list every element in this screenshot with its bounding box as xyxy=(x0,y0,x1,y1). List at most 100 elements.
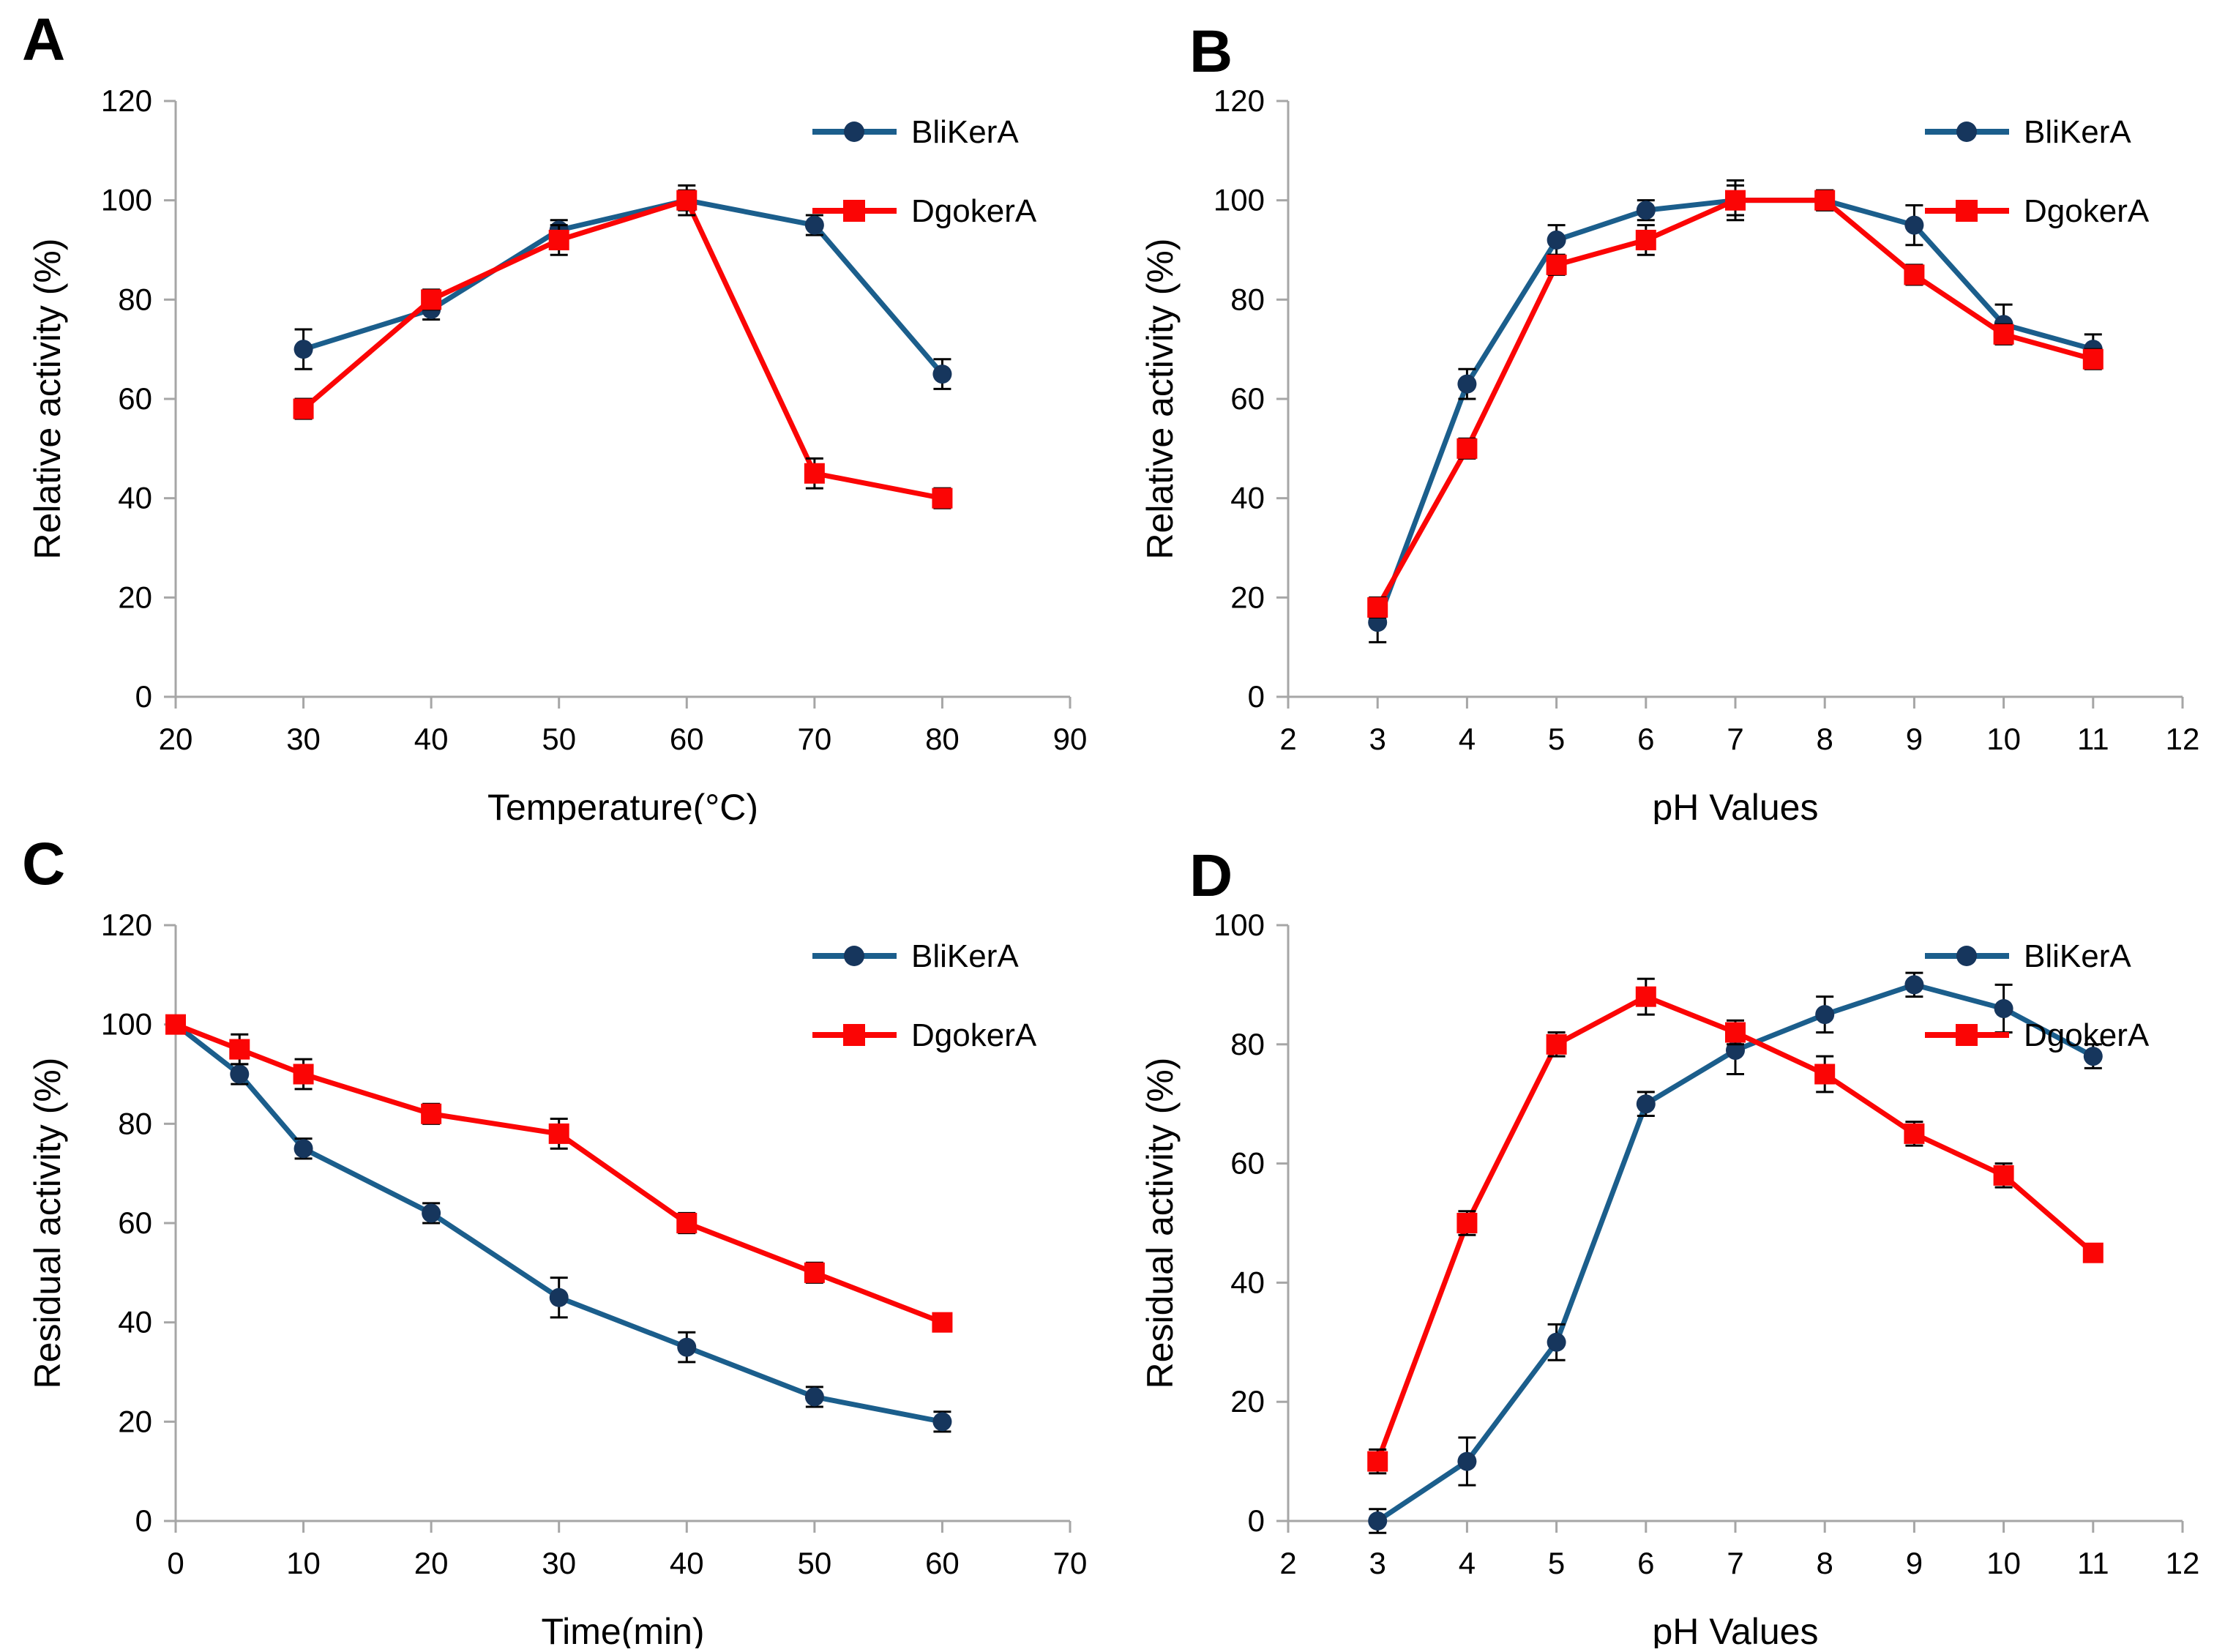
y-tick-label: 60 xyxy=(118,381,152,416)
x-tick-label: 12 xyxy=(2166,722,2200,756)
x-tick-label: 10 xyxy=(1986,1546,2021,1580)
data-point-square xyxy=(1635,986,1656,1007)
data-point-square xyxy=(421,289,442,310)
x-tick-label: 10 xyxy=(286,1546,321,1580)
data-point-circle xyxy=(230,1064,250,1084)
y-tick-label: 60 xyxy=(1230,381,1265,416)
y-tick-label: 40 xyxy=(118,1305,152,1339)
series-line xyxy=(302,198,943,501)
data-point-square xyxy=(804,463,825,484)
y-tick-label: 20 xyxy=(118,580,152,614)
panel-letter-d: D xyxy=(1189,842,1233,909)
x-tick-label: 60 xyxy=(925,1546,960,1580)
chart-c-thermostability: 0 20 40 60 80 100 120 0 10 20 30 40 50 60 70 Time(min) R… xyxy=(27,908,1088,1652)
data-point-square xyxy=(676,1213,698,1233)
data-point-square xyxy=(165,1014,186,1035)
legend-item-dgokera: DgokerA xyxy=(1925,193,2150,229)
y-tick-label: 20 xyxy=(1230,1384,1265,1419)
x-tick-label: 6 xyxy=(1637,1546,1654,1580)
panel-b: B 0 20 40 60 80 100 120 2 3 4 5 6 7 8 9 10 11 12 pH Values… xyxy=(1112,0,2225,829)
x-tick-label: 9 xyxy=(1906,1546,1923,1580)
x-tick-label: 11 xyxy=(2077,1546,2109,1580)
legend-label: BliKerA xyxy=(2024,114,2131,150)
x-tick-label: 7 xyxy=(1727,722,1743,756)
data-point-square xyxy=(2082,1242,2104,1263)
data-point-circle xyxy=(1457,1451,1477,1471)
chart-b-ph-activity: 0 20 40 60 80 100 120 2 3 4 5 6 7 8 9 10 11 12 pH Values Re… xyxy=(1140,83,2200,828)
legend-label: DgokerA xyxy=(2024,1017,2150,1053)
x-axis-title: Time(min) xyxy=(541,1611,704,1648)
y-axis-title: Relative activity (%) xyxy=(1140,239,1181,560)
panel-letter-a: A xyxy=(22,7,66,73)
x-tick-label: 40 xyxy=(670,1546,704,1580)
series-dgokera xyxy=(165,1014,953,1333)
data-point-circle xyxy=(932,365,952,384)
x-tick-label: 10 xyxy=(1986,722,2021,756)
data-point-square xyxy=(1367,1451,1388,1472)
panel-a: A 0 20 40 60 80 100 120 20 30 40 50 60 70 80 90 Tempera… xyxy=(0,0,1112,829)
data-point-square xyxy=(1814,190,1836,211)
y-tick-label: 0 xyxy=(135,1503,152,1538)
chart-d-ph-stability: 0 20 40 60 80 100 2 3 4 5 6 7 8 9 10 11 12 pH Values Resid… xyxy=(1140,908,2199,1652)
legend-item-blikera: BliKerA xyxy=(1925,114,2131,150)
legend: BliKerA DgokerA xyxy=(1925,114,2150,229)
data-point-circle xyxy=(804,215,824,235)
y-tick-label: 40 xyxy=(118,481,152,515)
legend-marker-square xyxy=(843,1024,865,1046)
y-tick-label: 60 xyxy=(1230,1146,1265,1181)
series-line xyxy=(173,1022,943,1424)
data-point-circle xyxy=(1636,201,1656,220)
data-point-square xyxy=(1904,264,1925,285)
x-tick-label: 30 xyxy=(542,1546,576,1580)
data-point-circle xyxy=(1726,1040,1745,1060)
x-tick-label: 8 xyxy=(1817,722,1833,756)
legend-marker-circle xyxy=(844,946,864,966)
data-point-circle xyxy=(422,1203,441,1223)
data-point-circle xyxy=(1994,998,2013,1018)
data-point-square xyxy=(676,190,698,211)
y-tick-label: 40 xyxy=(1230,1265,1265,1299)
data-point-square xyxy=(932,487,953,509)
y-tick-label: 120 xyxy=(101,908,152,942)
data-point-square xyxy=(1546,254,1567,275)
panel-c: C 0 20 40 60 80 100 120 0 10 20 30 40 50 60 70 Time(min… xyxy=(0,824,1112,1652)
x-tick-label: 30 xyxy=(286,722,321,756)
data-point-circle xyxy=(1904,975,1924,995)
x-tick-label: 11 xyxy=(2077,722,2109,756)
y-tick-label: 80 xyxy=(1230,282,1265,316)
y-tick-label: 0 xyxy=(1248,1503,1265,1538)
series-line xyxy=(302,198,945,376)
data-point-square xyxy=(2082,348,2104,370)
data-point-circle xyxy=(677,1337,697,1357)
legend-item-blikera: BliKerA xyxy=(1925,938,2131,974)
x-tick-label: 5 xyxy=(1548,722,1565,756)
series-blikera xyxy=(166,1014,952,1433)
y-tick-label: 120 xyxy=(101,83,152,118)
x-tick-label: 7 xyxy=(1727,1546,1743,1580)
y-tick-label: 100 xyxy=(101,183,152,217)
data-point-square xyxy=(421,1103,442,1124)
y-tick-label: 100 xyxy=(1214,183,1265,217)
data-point-circle xyxy=(1457,374,1477,394)
x-tick-label: 70 xyxy=(1053,1546,1088,1580)
data-point-circle xyxy=(1547,230,1566,250)
x-tick-label: 20 xyxy=(414,1546,449,1580)
y-tick-label: 40 xyxy=(1230,481,1265,515)
legend-label: DgokerA xyxy=(2024,193,2150,229)
series-line xyxy=(174,1022,943,1325)
panel-letter-b: B xyxy=(1189,18,1233,85)
y-tick-label: 120 xyxy=(1214,83,1265,118)
x-tick-label: 3 xyxy=(1369,722,1386,756)
data-point-square xyxy=(1993,1165,2014,1186)
data-point-circle xyxy=(549,1287,569,1307)
y-tick-label: 100 xyxy=(1214,908,1265,942)
legend-label: BliKerA xyxy=(2024,938,2131,974)
data-point-square xyxy=(1725,190,1746,211)
data-point-circle xyxy=(2083,1047,2103,1066)
data-point-square xyxy=(548,229,569,250)
data-point-circle xyxy=(804,1387,824,1407)
x-tick-label: 4 xyxy=(1459,722,1476,756)
y-tick-label: 80 xyxy=(118,1106,152,1140)
legend-item-blikera: BliKerA xyxy=(812,938,1019,974)
